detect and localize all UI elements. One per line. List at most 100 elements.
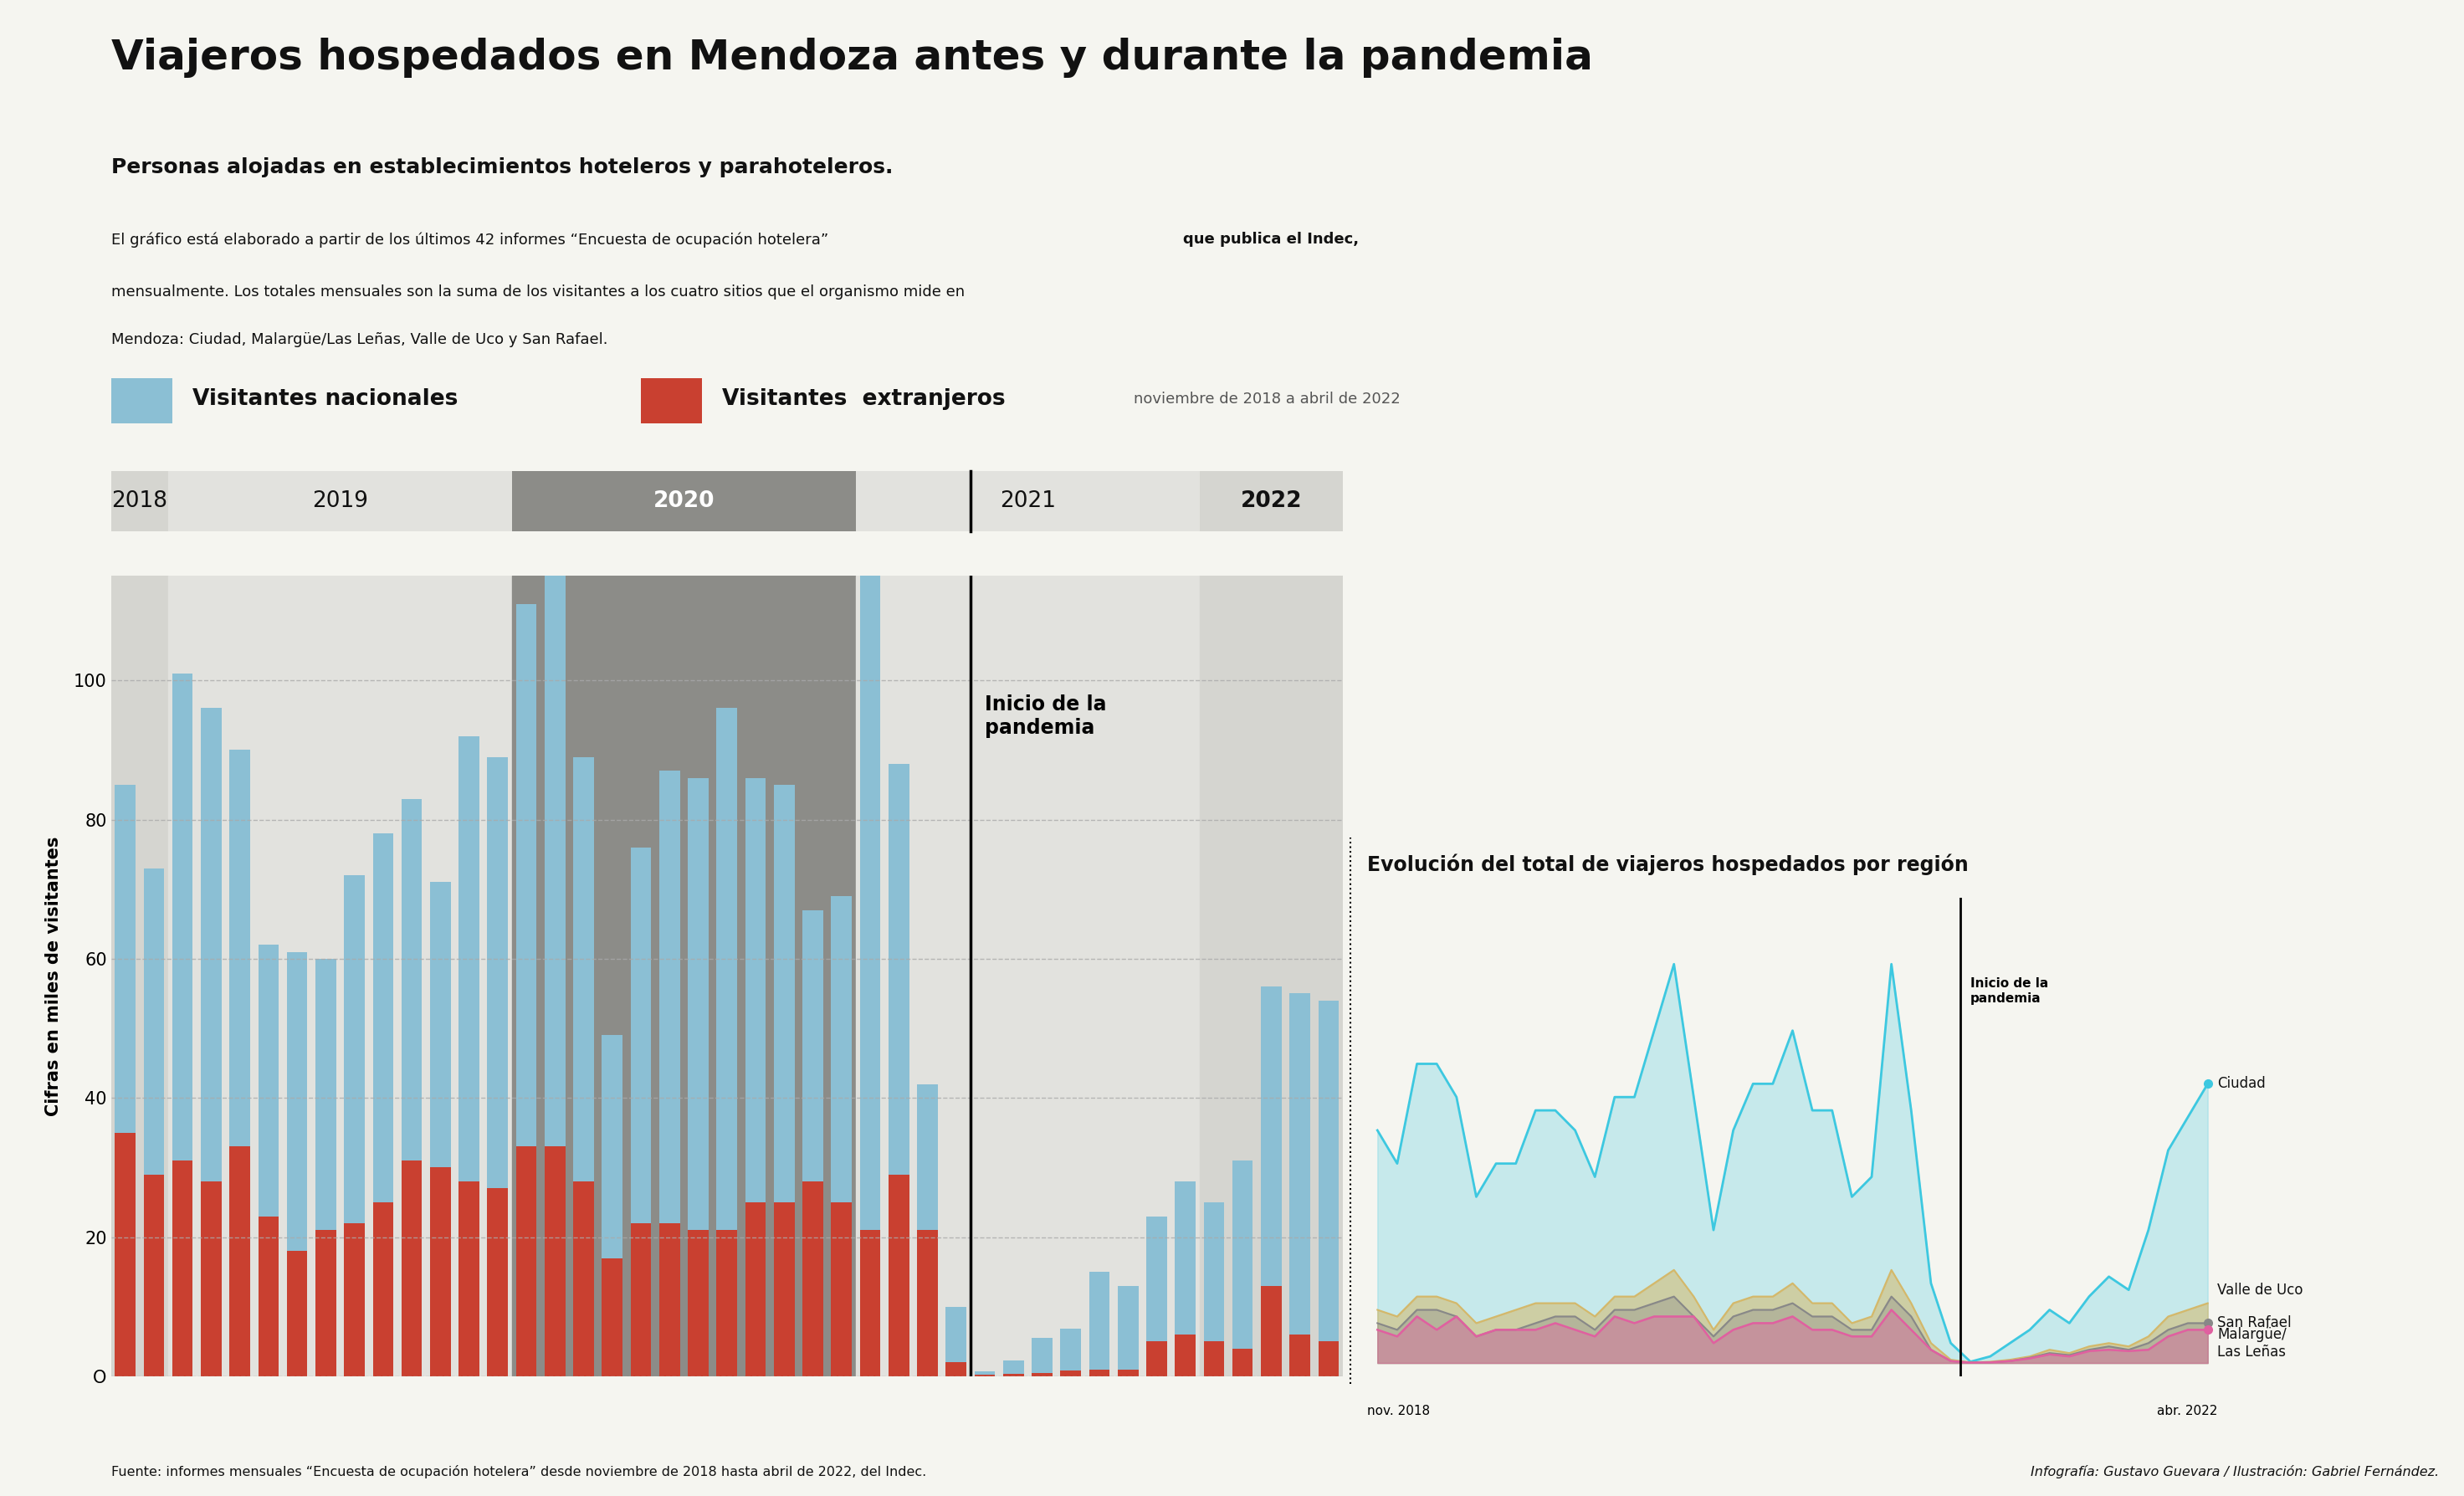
Bar <box>1262 986 1281 1287</box>
Bar <box>431 1167 451 1376</box>
Text: mensualmente. Los totales mensuales son la suma de los visitantes a los cuatro s: mensualmente. Los totales mensuales son … <box>111 284 963 299</box>
Text: nov. 2018: nov. 2018 <box>1368 1405 1432 1418</box>
Bar <box>143 1174 165 1376</box>
Bar <box>259 1216 278 1376</box>
Bar <box>1032 1337 1052 1373</box>
Text: Mendoza: Ciudad, Malargüe/Las Leñas, Valle de Uco y San Rafael.: Mendoza: Ciudad, Malargüe/Las Leñas, Val… <box>111 332 609 347</box>
Bar <box>229 1146 251 1376</box>
Bar <box>458 736 480 1182</box>
Text: San Rafael: San Rafael <box>2218 1315 2292 1330</box>
Bar <box>601 1035 623 1258</box>
Bar <box>1003 1375 1023 1376</box>
Bar <box>917 1085 939 1230</box>
Bar <box>1060 1328 1082 1370</box>
Bar <box>890 1174 909 1376</box>
Bar <box>172 673 192 1161</box>
Bar <box>1200 471 1343 531</box>
Bar <box>601 1258 623 1376</box>
Bar <box>1202 1342 1225 1376</box>
Bar <box>631 1224 650 1376</box>
Bar <box>855 576 1200 1376</box>
Bar <box>202 708 222 1182</box>
Bar <box>1060 1370 1082 1376</box>
Bar <box>202 1182 222 1376</box>
Bar <box>687 1230 710 1376</box>
Text: 2019: 2019 <box>313 491 367 512</box>
Bar <box>717 1230 737 1376</box>
Bar <box>431 883 451 1167</box>
Bar <box>1200 576 1343 1376</box>
Bar <box>1089 1272 1109 1369</box>
Bar <box>717 708 737 1230</box>
Text: Malargüe/
Las Leñas: Malargüe/ Las Leñas <box>2218 1327 2287 1360</box>
Bar <box>345 875 365 1224</box>
Bar <box>917 1230 939 1376</box>
Bar <box>1175 1182 1195 1334</box>
Bar <box>315 959 335 1230</box>
Text: abr. 2022: abr. 2022 <box>2156 1405 2218 1418</box>
Bar <box>1146 1216 1168 1342</box>
Bar <box>1175 1334 1195 1376</box>
Bar <box>286 1251 308 1376</box>
Bar <box>545 513 564 1146</box>
Bar <box>1119 1369 1138 1376</box>
Bar <box>372 1203 394 1376</box>
Text: 2020: 2020 <box>653 491 715 512</box>
Text: Inicio de la
pandemia: Inicio de la pandemia <box>1971 977 2048 1004</box>
Bar <box>860 1230 880 1376</box>
Bar <box>545 1146 564 1376</box>
Bar <box>946 1363 966 1376</box>
Bar <box>172 1161 192 1376</box>
Bar <box>116 1132 136 1376</box>
Bar <box>1146 1342 1168 1376</box>
Bar <box>315 1230 335 1376</box>
Bar <box>372 833 394 1203</box>
Bar <box>744 778 766 1203</box>
Bar <box>1289 993 1311 1334</box>
Bar <box>513 576 855 1376</box>
Bar <box>1003 1360 1023 1375</box>
Bar <box>402 1161 421 1376</box>
Text: Fuente: informes mensuales “Encuesta de ocupación hotelera” desde noviembre de 2: Fuente: informes mensuales “Encuesta de … <box>111 1465 926 1478</box>
Text: Valle de Uco: Valle de Uco <box>2218 1282 2304 1297</box>
Bar <box>168 576 513 1376</box>
Bar <box>803 1182 823 1376</box>
Bar <box>488 757 508 1188</box>
Bar <box>1232 1348 1252 1376</box>
Bar <box>111 378 172 423</box>
Text: Viajeros hospedados en Mendoza antes y durante la pandemia: Viajeros hospedados en Mendoza antes y d… <box>111 37 1592 78</box>
Bar <box>1318 1342 1338 1376</box>
Text: 2022: 2022 <box>1239 491 1301 512</box>
Text: 2021: 2021 <box>1000 491 1055 512</box>
Bar <box>830 896 853 1203</box>
Text: El gráfico está elaborado a partir de los últimos 42 informes “Encuesta de ocupa: El gráfico está elaborado a partir de lo… <box>111 232 833 247</box>
Bar <box>803 910 823 1182</box>
Bar <box>402 799 421 1161</box>
Y-axis label: Cifras en miles de visitantes: Cifras en miles de visitantes <box>44 836 62 1116</box>
Bar <box>860 576 880 1230</box>
Bar <box>1202 1203 1225 1342</box>
Bar <box>286 951 308 1251</box>
Text: noviembre de 2018 a abril de 2022: noviembre de 2018 a abril de 2022 <box>1133 392 1400 407</box>
Bar <box>116 785 136 1132</box>
Text: Visitantes nacionales: Visitantes nacionales <box>192 389 458 410</box>
Bar <box>574 757 594 1182</box>
Bar <box>660 1224 680 1376</box>
Bar <box>143 868 165 1174</box>
Bar <box>111 471 168 531</box>
Bar <box>855 471 1200 531</box>
Bar <box>1289 1334 1311 1376</box>
Bar <box>744 1203 766 1376</box>
Bar <box>1119 1287 1138 1369</box>
Bar <box>345 1224 365 1376</box>
Text: Evolución del total de viajeros hospedados por región: Evolución del total de viajeros hospedad… <box>1368 854 1969 875</box>
Text: 2018: 2018 <box>111 491 168 512</box>
Bar <box>1262 1287 1281 1376</box>
Text: Inicio de la
pandemia: Inicio de la pandemia <box>986 694 1106 738</box>
Bar <box>458 1182 480 1376</box>
Bar <box>774 785 793 1203</box>
Text: Personas alojadas en establecimientos hoteleros y parahoteleros.: Personas alojadas en establecimientos ho… <box>111 157 892 177</box>
Bar <box>513 471 855 531</box>
Text: Ciudad: Ciudad <box>2218 1076 2267 1091</box>
Bar <box>1232 1161 1252 1348</box>
